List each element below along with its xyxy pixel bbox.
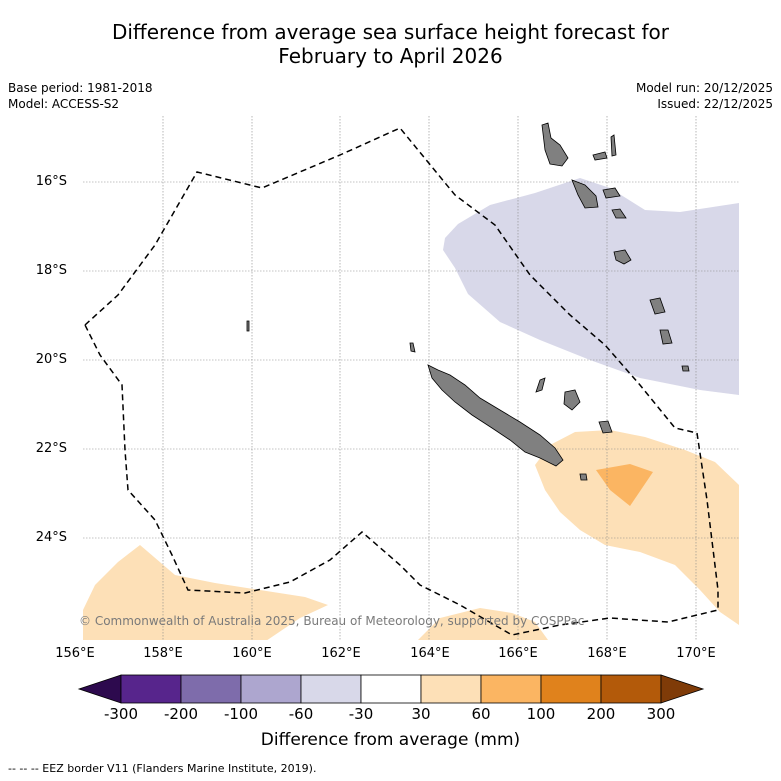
- chesterfield-islands: [246, 320, 250, 332]
- map-area: [83, 116, 739, 640]
- positive-anomaly-region-southwest: [83, 545, 328, 640]
- lon-label: 166°E: [498, 646, 538, 661]
- lon-label: 164°E: [410, 646, 450, 661]
- colorbar-tick: -30: [348, 705, 374, 723]
- colorbar-bin: [480, 674, 542, 704]
- colorbar-tick: 300: [646, 705, 676, 723]
- colorbar-bin: [300, 674, 362, 704]
- colorbar: [77, 674, 705, 704]
- mare-island: [598, 420, 613, 434]
- colorbar-bin: [240, 674, 302, 704]
- vanuatu-small-islands: [611, 208, 627, 219]
- title-line-1: Difference from average sea surface heig…: [111, 20, 670, 44]
- vanuatu-aneityum: [681, 365, 690, 372]
- vanuatu-ambae: [592, 151, 608, 161]
- lat-label: 22°S: [35, 441, 67, 456]
- gridlines: [83, 116, 739, 640]
- new-caledonia-mainland: [427, 364, 564, 467]
- colorbar-extend-low: [77, 674, 122, 704]
- colorbar-tick: 100: [526, 705, 556, 723]
- positive-anomaly-region-south: [418, 608, 548, 640]
- issued-date: Issued: 22/12/2025: [657, 97, 773, 111]
- copyright-notice: © Commonwealth of Australia 2025, Bureau…: [79, 614, 585, 628]
- colorbar-tick: 30: [411, 705, 431, 723]
- negative-anomaly-region: [443, 178, 739, 395]
- info-left: Base period: 1981-2018 Model: ACCESS-S2: [8, 80, 153, 112]
- lon-label: 170°E: [676, 646, 716, 661]
- vanuatu-malekula: [571, 179, 599, 209]
- lon-label: 162°E: [321, 646, 361, 661]
- vanuatu-erromango: [649, 297, 666, 315]
- vanuatu-efate: [613, 249, 632, 265]
- model-run: Model run: 20/12/2025: [635, 81, 773, 95]
- lifou-island: [563, 389, 581, 411]
- vanuatu-pentecost: [602, 187, 621, 199]
- colorbar-bin: [540, 674, 602, 704]
- vanuatu-tanna: [659, 329, 673, 345]
- base-period: Base period: 1981-2018: [8, 81, 153, 95]
- positive-anomaly-region-east: [535, 430, 739, 625]
- landmasses: [246, 122, 690, 481]
- colorbar-tick: -300: [103, 705, 139, 723]
- colorbar-tick: -200: [163, 705, 199, 723]
- belep-islands: [409, 342, 416, 353]
- vanuatu-espiritu-santo: [541, 122, 569, 167]
- ouvea-island: [535, 377, 546, 393]
- colorbar-bin: [360, 674, 422, 704]
- colorbar-bin: [120, 674, 182, 704]
- colorbar-tick: -100: [223, 705, 259, 723]
- footnote: -- -- -- EEZ border V11 (Flanders Marine…: [8, 762, 317, 775]
- isle-of-pines: [579, 473, 588, 481]
- title-line-2: February to April 2026: [278, 44, 503, 68]
- colorbar-bin: [600, 674, 662, 704]
- lon-label: 158°E: [143, 646, 183, 661]
- lat-label: 16°S: [35, 174, 67, 189]
- positive-anomaly-core: [596, 464, 653, 506]
- colorbar-tick: 60: [471, 705, 491, 723]
- lat-label: 20°S: [35, 352, 67, 367]
- model-name: Model: ACCESS-S2: [8, 97, 120, 111]
- lat-label: 18°S: [35, 263, 67, 278]
- colorbar-label: Difference from average (mm): [260, 730, 521, 750]
- colorbar-bin: [180, 674, 242, 704]
- lat-label: 24°S: [35, 530, 67, 545]
- info-right: Model run: 20/12/2025 Issued: 22/12/2025: [636, 80, 773, 112]
- lon-label: 160°E: [232, 646, 272, 661]
- lon-label: 156°E: [55, 646, 95, 661]
- colorbar-bin: [420, 674, 482, 704]
- eez-border: [84, 127, 719, 636]
- colorbar-tick: 200: [586, 705, 616, 723]
- map-title: Difference from average sea surface heig…: [0, 20, 781, 68]
- lon-label: 168°E: [587, 646, 627, 661]
- colorbar-tick: -60: [288, 705, 314, 723]
- colorbar-extend-high: [660, 674, 705, 704]
- vanuatu-maewo: [610, 134, 617, 157]
